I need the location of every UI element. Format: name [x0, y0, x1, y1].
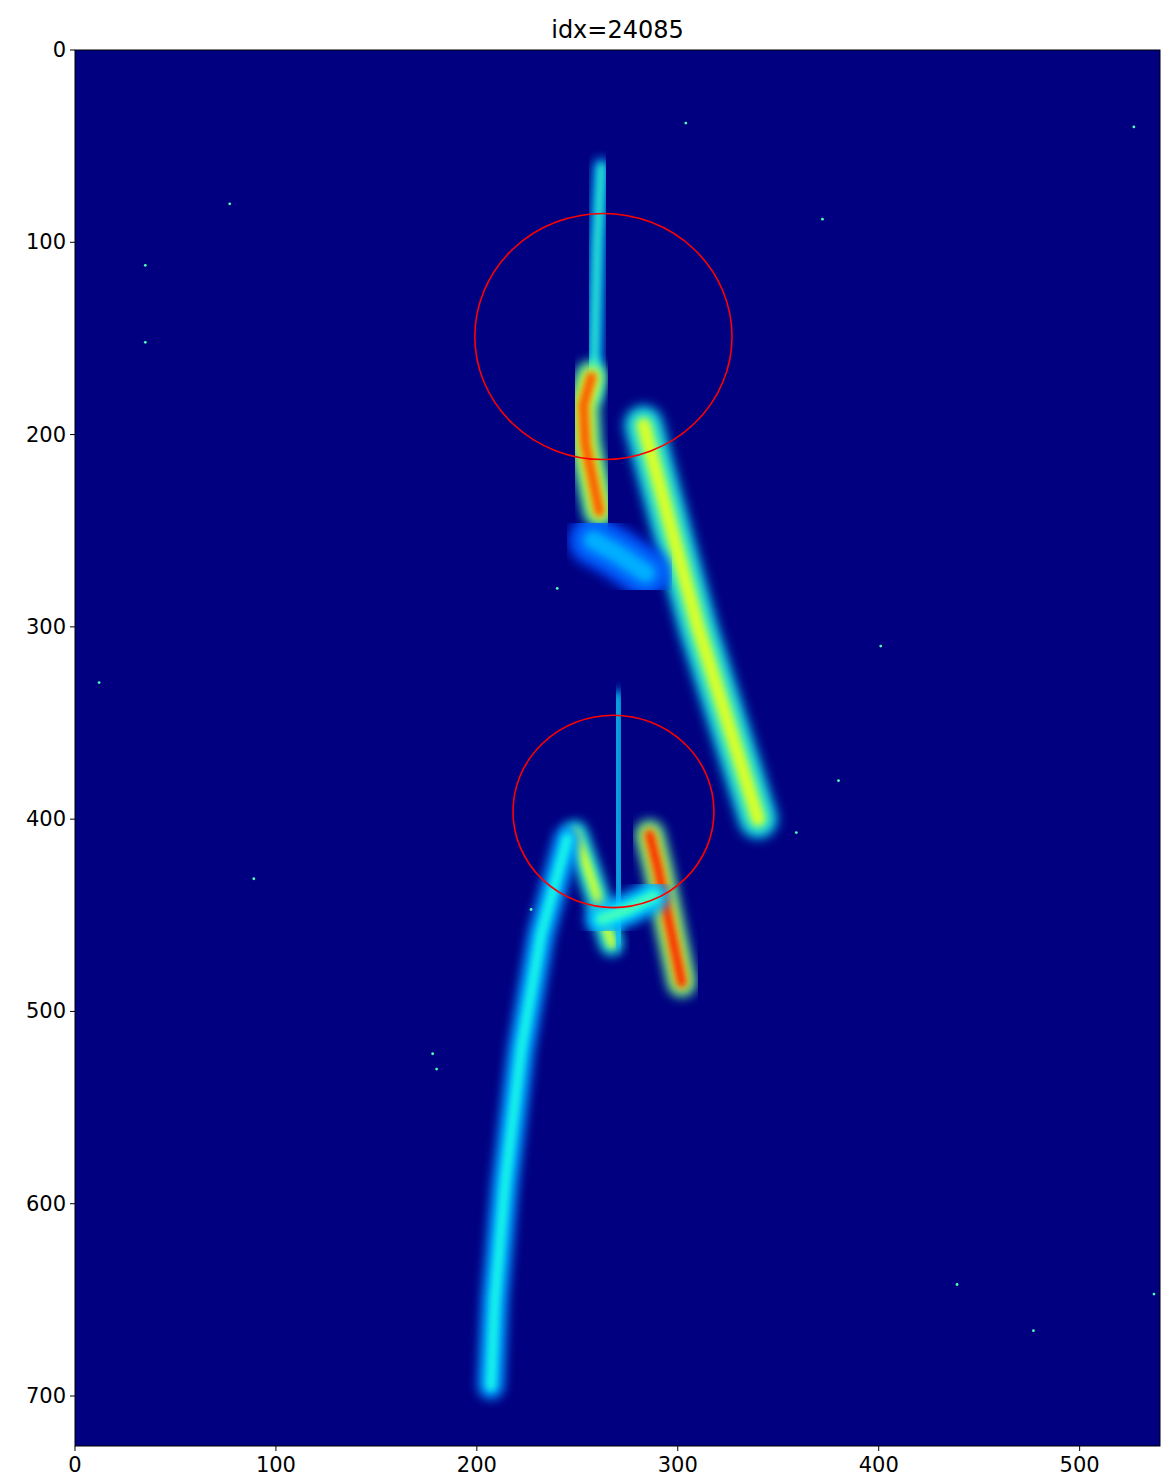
y-tick	[70, 1011, 75, 1012]
hot-pixel	[821, 218, 824, 221]
chart-root: 0 100 200 300 400 500 0 100 200 300 400 500 600 700 id…	[0, 0, 1168, 1484]
x-tick	[75, 1446, 76, 1451]
x-tick	[1079, 1446, 1080, 1451]
hot-pixel	[435, 1068, 438, 1071]
hot-pixel	[228, 202, 231, 205]
x-tick	[275, 1446, 276, 1451]
y-tick	[70, 1203, 75, 1204]
streak-layer	[593, 540, 645, 573]
chart-title: idx=24085	[551, 16, 684, 44]
streak	[593, 540, 645, 573]
y-tick	[70, 50, 75, 51]
streak-layer	[644, 425, 759, 819]
hot-pixel	[1132, 126, 1135, 129]
x-tick-label: 500	[1060, 1453, 1100, 1477]
streak-layer	[644, 425, 759, 819]
chart-svg: 0 100 200 300 400 500 0 100 200 300 400 500 600 700 id…	[0, 0, 1168, 1484]
hot-pixel	[684, 122, 687, 125]
streak-layer	[491, 838, 567, 1386]
annotation-circle	[513, 715, 714, 907]
x-tick-label: 0	[68, 1453, 81, 1477]
x-tick	[878, 1446, 879, 1451]
streak	[491, 838, 567, 1386]
plot-frame	[75, 50, 1160, 1446]
hot-pixel	[956, 1283, 959, 1286]
y-tick-label: 700	[26, 1384, 66, 1408]
y-tick	[70, 242, 75, 243]
hot-pixel	[252, 877, 255, 880]
streak-layer	[491, 838, 567, 1386]
y-tick-label: 300	[26, 615, 66, 639]
hot-pixel	[530, 908, 533, 911]
streak-layer	[583, 377, 599, 512]
y-tick	[70, 819, 75, 820]
hot-pixel	[431, 1052, 434, 1055]
hot-pixel	[144, 341, 147, 344]
annotation-circle	[475, 213, 732, 459]
y-tick-label: 100	[26, 230, 66, 254]
x-tick-label: 300	[658, 1453, 698, 1477]
streak-layer	[583, 377, 599, 512]
x-tick-label: 400	[859, 1453, 899, 1477]
hot-pixel	[879, 645, 882, 648]
hot-pixel	[1153, 1293, 1156, 1296]
hot-pixel	[795, 831, 798, 834]
y-tick	[70, 1396, 75, 1397]
y-tick-label: 400	[26, 807, 66, 831]
streak-layer	[593, 540, 645, 573]
y-tick-label: 200	[26, 423, 66, 447]
x-tick	[476, 1446, 477, 1451]
hot-pixel	[144, 264, 147, 267]
image-background	[75, 50, 1160, 1446]
y-tick	[70, 626, 75, 627]
y-tick	[70, 434, 75, 435]
hot-pixel	[556, 587, 559, 590]
streak	[644, 425, 759, 819]
x-tick-label: 100	[256, 1453, 296, 1477]
streak-layer	[491, 838, 567, 1386]
y-tick-label: 500	[26, 999, 66, 1023]
streak	[583, 377, 599, 512]
x-tick	[677, 1446, 678, 1451]
streak-layer	[593, 540, 645, 573]
streak-layer	[583, 377, 599, 512]
x-tick-label: 200	[457, 1453, 497, 1477]
hot-pixel	[1032, 1329, 1035, 1332]
y-tick-label: 600	[26, 1192, 66, 1216]
hot-pixel	[98, 681, 101, 684]
hot-pixel	[837, 779, 840, 782]
y-tick-label: 0	[53, 38, 66, 62]
streak-layer	[644, 425, 759, 819]
plot-area	[75, 50, 1160, 1446]
